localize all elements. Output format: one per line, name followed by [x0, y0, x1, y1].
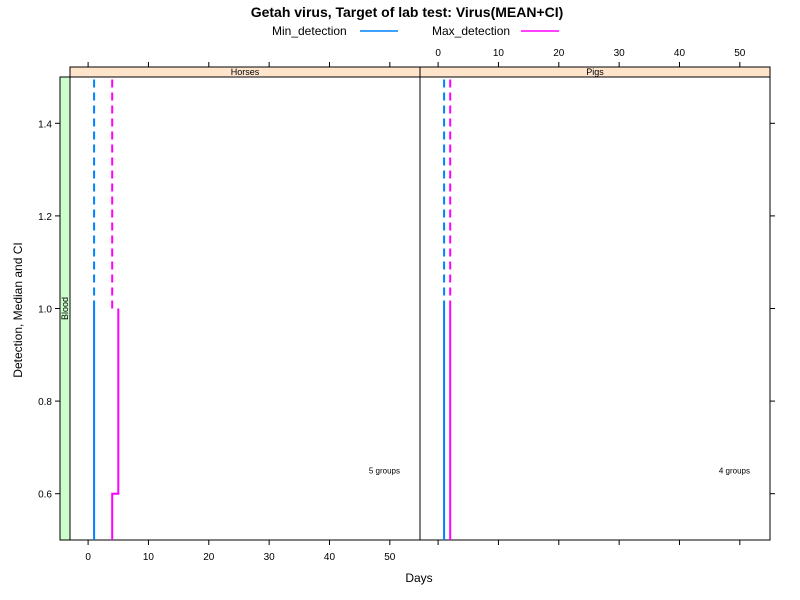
x-axis-label: Days [405, 571, 432, 585]
x-tick-label: 40 [324, 552, 336, 563]
panel-groups-note: 5 groups [369, 467, 400, 476]
legend-label-max: Max_detection [432, 24, 510, 38]
x-tick-label-top: 0 [435, 48, 441, 59]
series-median-line [111, 308, 120, 540]
x-tick-label: 20 [203, 552, 215, 563]
x-tick-label-top: 30 [614, 48, 626, 59]
chart-title: Getah virus, Target of lab test: Virus(M… [251, 4, 564, 20]
x-tick-label: 10 [143, 552, 155, 563]
panel-frame [69, 76, 421, 541]
x-tick-label: 50 [384, 552, 396, 563]
y-tick-label: 1.2 [38, 212, 52, 223]
y-tick-label: 0.6 [38, 490, 52, 501]
y-tick-label: 1.0 [38, 305, 52, 316]
legend: Min_detection Max_detection [272, 24, 559, 38]
row-strip-label: Blood [60, 297, 70, 320]
x-tick-label-top: 50 [734, 48, 746, 59]
x-tick-label: 30 [264, 552, 276, 563]
x-tick-label: 0 [85, 552, 91, 563]
x-tick-label-top: 20 [553, 48, 565, 59]
panel-strip-label: Pigs [586, 67, 604, 77]
plot-area: Blood 0.6 0.8 1.0 1.2 1.4 Horses 0 10 20 30 40 50 5 g… [38, 48, 775, 563]
legend-label-min: Min_detection [272, 24, 347, 38]
y-tick-label: 0.8 [38, 397, 52, 408]
panel-strip-label: Horses [231, 67, 260, 77]
x-tick-label-top: 40 [674, 48, 686, 59]
y-axis-label: Detection, Median and CI [11, 242, 25, 377]
x-tick-label-top: 10 [493, 48, 505, 59]
panel-groups-note: 4 groups [719, 467, 750, 476]
panel-frame [419, 76, 771, 541]
y-tick-label: 1.4 [38, 119, 52, 130]
